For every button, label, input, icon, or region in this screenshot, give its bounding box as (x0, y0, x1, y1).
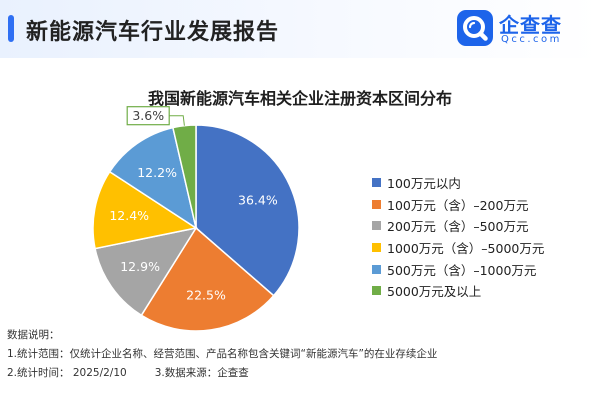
header-accent-bar (8, 15, 14, 42)
legend-swatch-5 (372, 264, 381, 274)
legend-label-4: 1000万元（含）–5000万元 (387, 241, 545, 257)
logo-domain: Qcc.com (501, 34, 562, 45)
legend-item-6: 5000万元及以上 (372, 280, 544, 302)
notes-time: 2.统计时间： 2025/2/10 (7, 367, 127, 379)
pie-slice-4-label: 12.4% (109, 208, 149, 223)
notes-heading: 数据说明： (7, 329, 60, 341)
pie-slice-3-label: 12.9% (120, 259, 160, 274)
pie-slice-3 (94, 226, 198, 317)
legend-swatch-2 (372, 199, 381, 209)
notes-source: 3.数据来源：企查查 (154, 367, 249, 379)
legend-label-1: 100万元以内 (387, 176, 461, 192)
pie-slice-6-label: 3.6% (132, 108, 164, 123)
pie-slice-1-label: 36.4% (238, 192, 278, 207)
pie-slice-4 (92, 170, 198, 250)
pie-slice-2-label: 22.5% (186, 288, 226, 303)
legend-item-3: 200万元（含）–500万元 (372, 215, 544, 237)
chart-title: 我国新能源汽车相关企业注册资本区间分布 (147, 89, 452, 108)
legend-label-3: 200万元（含）–500万元 (387, 219, 529, 235)
legend-swatch-6 (372, 286, 381, 296)
data-notes: 数据说明： 1.统计范围：仅统计企业名称、经营范围、产品名称包含关键词“新能源汽… (7, 326, 437, 383)
report-title: 新能源汽车行业发展报告 (26, 20, 280, 45)
pie-slice-6-leader-line (169, 115, 185, 126)
legend-swatch-3 (372, 221, 381, 231)
qcc-magnifier-logo-icon (457, 10, 493, 46)
legend-item-5: 500万元（含）–1000万元 (372, 258, 544, 280)
legend-label-5: 500万元（含）–1000万元 (387, 262, 537, 278)
pie-slice-6-callout-box (126, 106, 170, 126)
notes-time-source: 2.统计时间： 2025/2/10 3.数据来源：企查查 (7, 364, 437, 383)
pie-slice-5-label: 12.2% (137, 165, 177, 180)
chart-legend: 100万元以内 100万元（含）–200万元 200万元（含）–500万元 1000万… (372, 172, 544, 302)
legend-swatch-1 (372, 178, 381, 188)
header-banner: 新能源汽车行业发展报告 企查查 Qcc.com (0, 0, 600, 58)
legend-swatch-4 (372, 243, 381, 253)
legend-label-6: 5000万元及以上 (387, 284, 482, 300)
pie-slice-5 (108, 126, 198, 230)
pie-slice-2 (140, 226, 275, 332)
pie-slice-1 (195, 124, 300, 297)
legend-item-2: 100万元（含）–200万元 (372, 194, 544, 216)
legend-label-2: 100万元（含）–200万元 (387, 197, 529, 213)
legend-item-1: 100万元以内 (372, 172, 544, 194)
notes-scope: 1.统计范围：仅统计企业名称、经营范围、产品名称包含关键词“新能源汽车”的在业存… (7, 348, 438, 360)
legend-item-4: 1000万元（含）–5000万元 (372, 237, 544, 259)
logo-name: 企查查 (499, 13, 562, 37)
